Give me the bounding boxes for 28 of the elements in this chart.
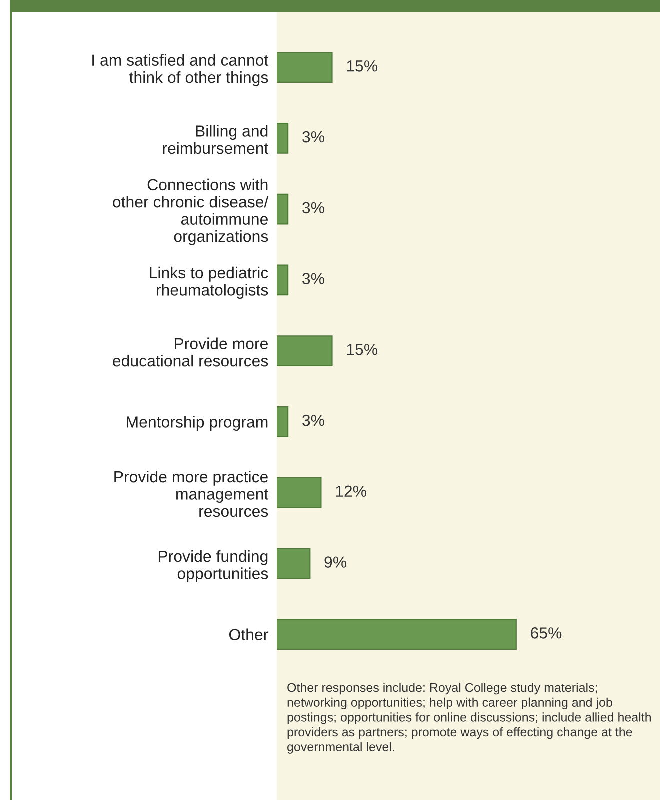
data-label: 65% (531, 628, 562, 639)
y-tick-label: Provide more educational resources (113, 338, 268, 367)
data-label: 3% (302, 414, 324, 426)
y-tick-label: Mentorship program (127, 416, 268, 432)
data-label: 3% (302, 202, 324, 214)
data-label: 12% (336, 486, 366, 498)
y-tick-label: Provide more practice management resources (114, 470, 269, 518)
y-tick-label: Connections with other chronic disease/ autoimmune organizations (113, 178, 269, 246)
bar (277, 406, 289, 438)
bar (277, 194, 289, 225)
bar (277, 619, 517, 650)
data-label: 3% (302, 131, 324, 143)
data-label: 3% (302, 273, 324, 284)
bar (277, 477, 322, 508)
y-tick-label: Other (229, 628, 268, 641)
y-tick-label: Links to pediatric rheumatologists (150, 266, 268, 300)
bar (277, 336, 333, 366)
bar (277, 122, 289, 154)
y-tick-label: Provide funding opportunities (158, 550, 268, 583)
bar (277, 264, 289, 296)
text: Other responses include: Royal College study materials; networking opportunities; help with career planning and job postings; opportunities for online discussions; include allied health providers as partners; promote ways of effecting change at the governmental level. (288, 683, 651, 754)
bar (277, 548, 311, 580)
data-label: 9% (324, 556, 347, 568)
data-label: 15% (347, 60, 378, 72)
data-label: 15% (347, 344, 378, 356)
y-tick-label: Billing and reimbursement (163, 125, 269, 154)
y-tick-label: I am satisfied and cannot think of other things (92, 54, 269, 86)
bar (277, 52, 333, 83)
